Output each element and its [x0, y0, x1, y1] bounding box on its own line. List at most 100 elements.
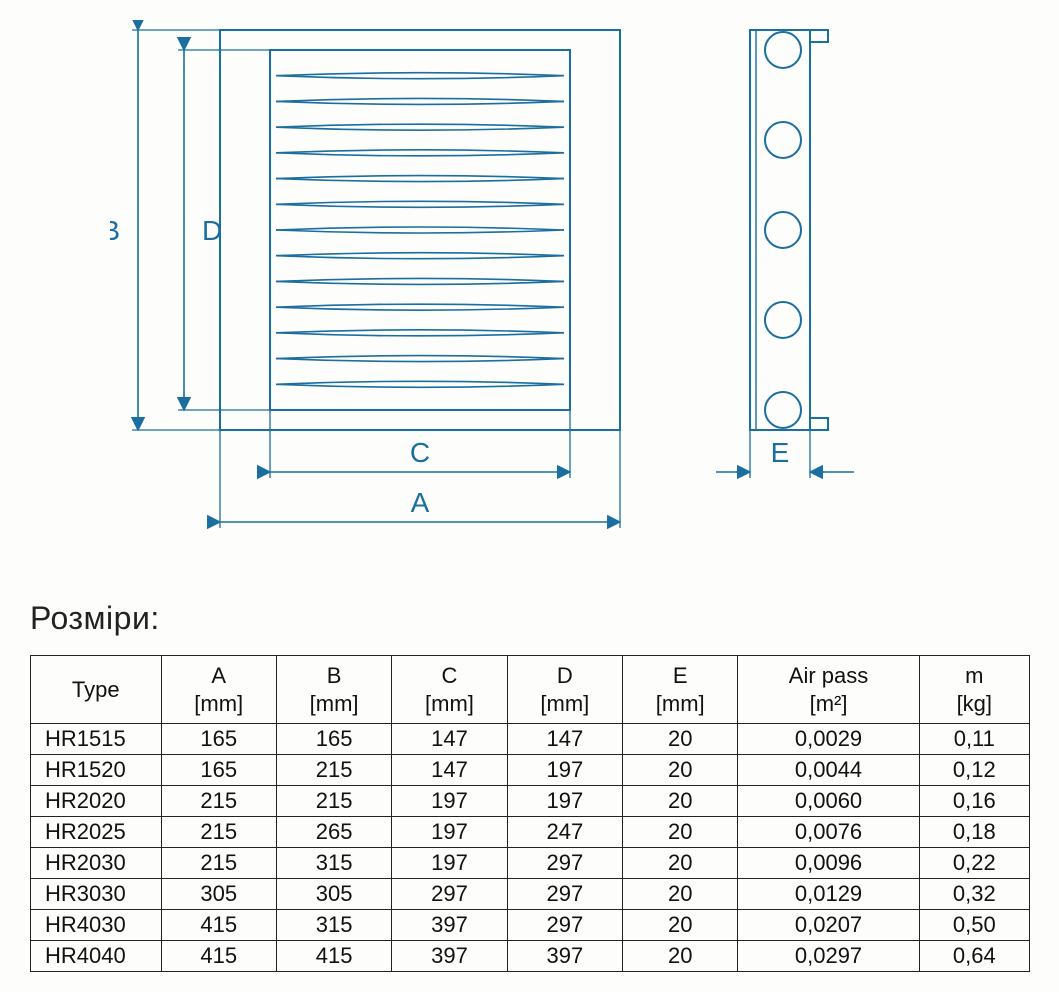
table-row: HR1515165165147147200,00290,11 — [31, 724, 1030, 755]
table-cell: 215 — [161, 817, 276, 848]
column-header-label: C — [396, 662, 502, 690]
table-cell: 20 — [623, 786, 738, 817]
table-cell: 215 — [161, 786, 276, 817]
table-row: HR4030415315397297200,02070,50 — [31, 910, 1030, 941]
table-cell: HR1515 — [31, 724, 162, 755]
svg-text:E: E — [771, 437, 790, 468]
table-cell: 165 — [276, 724, 391, 755]
table-cell: 197 — [392, 848, 507, 879]
table-cell: 415 — [276, 941, 391, 972]
column-header: E[mm] — [623, 656, 738, 724]
table-cell: 0,0076 — [738, 817, 919, 848]
table-cell: 315 — [276, 910, 391, 941]
column-header: D[mm] — [507, 656, 622, 724]
table-cell: 247 — [507, 817, 622, 848]
table-cell: 305 — [276, 879, 391, 910]
table-cell: HR1520 — [31, 755, 162, 786]
table-cell: 197 — [392, 786, 507, 817]
table-row: HR2020215215197197200,00600,16 — [31, 786, 1030, 817]
table-cell: 415 — [161, 910, 276, 941]
table-cell: 415 — [161, 941, 276, 972]
table-cell: HR4030 — [31, 910, 162, 941]
svg-text:C: C — [410, 437, 430, 468]
table-cell: HR4040 — [31, 941, 162, 972]
column-header-label: E — [627, 662, 733, 690]
table-cell: 397 — [392, 910, 507, 941]
table-cell: 297 — [507, 910, 622, 941]
table-cell: 0,16 — [919, 786, 1029, 817]
section-title: Розміри: — [30, 600, 1039, 637]
table-cell: 0,50 — [919, 910, 1029, 941]
table-cell: HR2025 — [31, 817, 162, 848]
table-row: HR3030305305297297200,01290,32 — [31, 879, 1030, 910]
table-row: HR4040415415397397200,02970,64 — [31, 941, 1030, 972]
column-header-unit: [mm] — [166, 690, 272, 718]
table-cell: 397 — [507, 941, 622, 972]
table-row: HR2025215265197247200,00760,18 — [31, 817, 1030, 848]
table-cell: 20 — [623, 941, 738, 972]
column-header-label: D — [512, 662, 618, 690]
column-header: C[mm] — [392, 656, 507, 724]
table-cell: 20 — [623, 879, 738, 910]
table-cell: 147 — [392, 724, 507, 755]
table-cell: HR2020 — [31, 786, 162, 817]
table-cell: 147 — [507, 724, 622, 755]
column-header-unit: [mm] — [396, 690, 502, 718]
table-cell: 0,0297 — [738, 941, 919, 972]
table-cell: 215 — [276, 786, 391, 817]
table-cell: 0,32 — [919, 879, 1029, 910]
table-cell: 297 — [392, 879, 507, 910]
column-header: B[mm] — [276, 656, 391, 724]
table-cell: 297 — [507, 848, 622, 879]
table-cell: 165 — [161, 755, 276, 786]
table-cell: 0,12 — [919, 755, 1029, 786]
column-header-unit: [mm] — [281, 690, 387, 718]
column-header: Type — [31, 656, 162, 724]
table-cell: 0,0129 — [738, 879, 919, 910]
svg-text:D: D — [202, 215, 222, 246]
table-cell: HR3030 — [31, 879, 162, 910]
table-cell: 20 — [623, 910, 738, 941]
column-header: A[mm] — [161, 656, 276, 724]
table-cell: 197 — [507, 786, 622, 817]
table-cell: 0,0096 — [738, 848, 919, 879]
side-view-diagram: E — [700, 20, 898, 560]
table-cell: 297 — [507, 879, 622, 910]
table-cell: HR2030 — [31, 848, 162, 879]
front-view-diagram: B D CA — [110, 20, 640, 560]
column-header-unit: [kg] — [924, 690, 1025, 718]
table-header: TypeA[mm]B[mm]C[mm]D[mm]E[mm]Air pass[m²… — [31, 656, 1030, 724]
table-cell: 0,0207 — [738, 910, 919, 941]
table-cell: 397 — [392, 941, 507, 972]
column-header-unit: [m²] — [742, 690, 914, 718]
svg-text:A: A — [411, 487, 430, 518]
column-header-unit: [mm] — [627, 690, 733, 718]
column-header-label: m — [924, 662, 1025, 690]
dimensions-table: TypeA[mm]B[mm]C[mm]D[mm]E[mm]Air pass[m²… — [30, 655, 1030, 972]
table-row: HR1520165215147197200,00440,12 — [31, 755, 1030, 786]
table-cell: 20 — [623, 848, 738, 879]
column-header-label: Air pass — [742, 662, 914, 690]
table-cell: 305 — [161, 879, 276, 910]
table-cell: 0,0060 — [738, 786, 919, 817]
table-cell: 215 — [161, 848, 276, 879]
table-cell: 0,22 — [919, 848, 1029, 879]
column-header-unit: [mm] — [512, 690, 618, 718]
table-body: HR1515165165147147200,00290,11HR15201652… — [31, 724, 1030, 972]
table-cell: 0,11 — [919, 724, 1029, 755]
table-cell: 197 — [507, 755, 622, 786]
table-cell: 20 — [623, 817, 738, 848]
table-cell: 165 — [161, 724, 276, 755]
column-header: m[kg] — [919, 656, 1029, 724]
table-cell: 315 — [276, 848, 391, 879]
column-header: Air pass[m²] — [738, 656, 919, 724]
column-header-label: B — [281, 662, 387, 690]
table-cell: 265 — [276, 817, 391, 848]
table-cell: 0,0044 — [738, 755, 919, 786]
table-row: HR2030215315197297200,00960,22 — [31, 848, 1030, 879]
table-cell: 20 — [623, 724, 738, 755]
diagram-area: B D CA E — [110, 20, 1039, 560]
column-header-label: A — [166, 662, 272, 690]
table-cell: 215 — [276, 755, 391, 786]
svg-text:B: B — [110, 215, 120, 246]
